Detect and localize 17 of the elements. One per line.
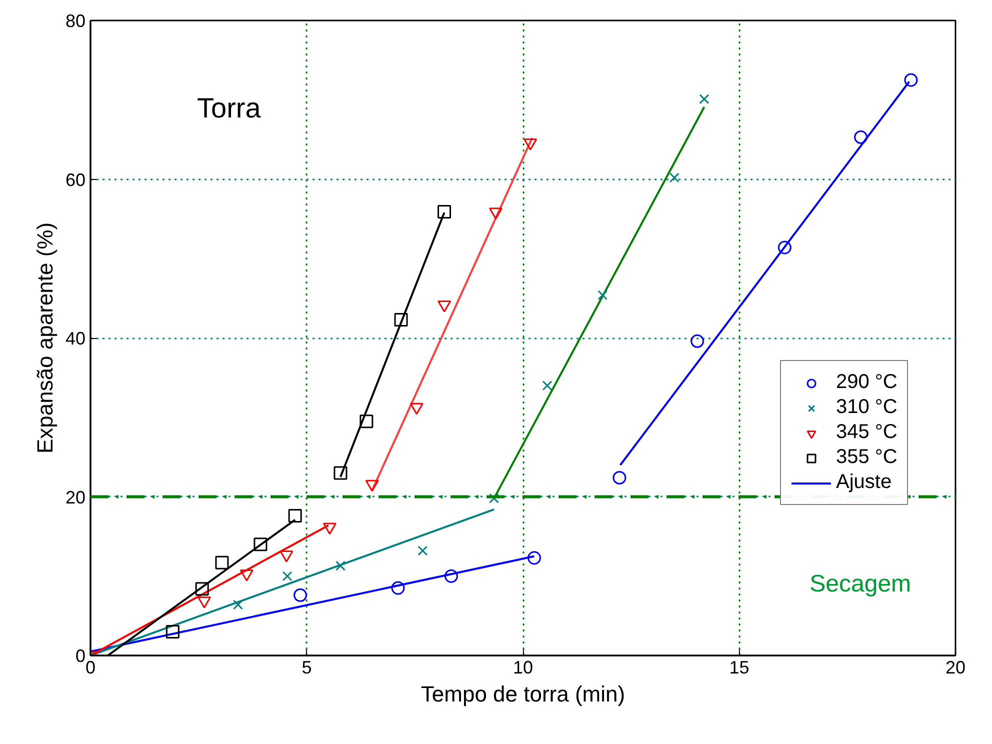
y-tick-label: 20 — [65, 487, 86, 508]
y-tick-label: 60 — [65, 170, 86, 190]
x-tick-label: 5 — [302, 658, 312, 678]
legend-label: 345 °C — [836, 421, 898, 444]
y-axis-title: Expansão aparente (%) — [32, 222, 58, 454]
legend-label: 290 °C — [836, 371, 898, 394]
annotation: Torra — [197, 92, 262, 124]
legend-label: Ajuste — [836, 471, 892, 494]
legend-label: 355 °C — [836, 446, 898, 469]
annotation: Secagem — [810, 570, 912, 598]
y-tick-label: 40 — [65, 328, 86, 348]
y-tick-label: 80 — [65, 11, 86, 31]
x-tick-label: 20 — [945, 658, 966, 678]
x-axis-title: Tempo de torra (min) — [420, 682, 626, 706]
x-tick-label: 10 — [512, 658, 534, 678]
x-tick-label: 15 — [729, 658, 750, 678]
legend-label: 310 °C — [836, 396, 898, 419]
